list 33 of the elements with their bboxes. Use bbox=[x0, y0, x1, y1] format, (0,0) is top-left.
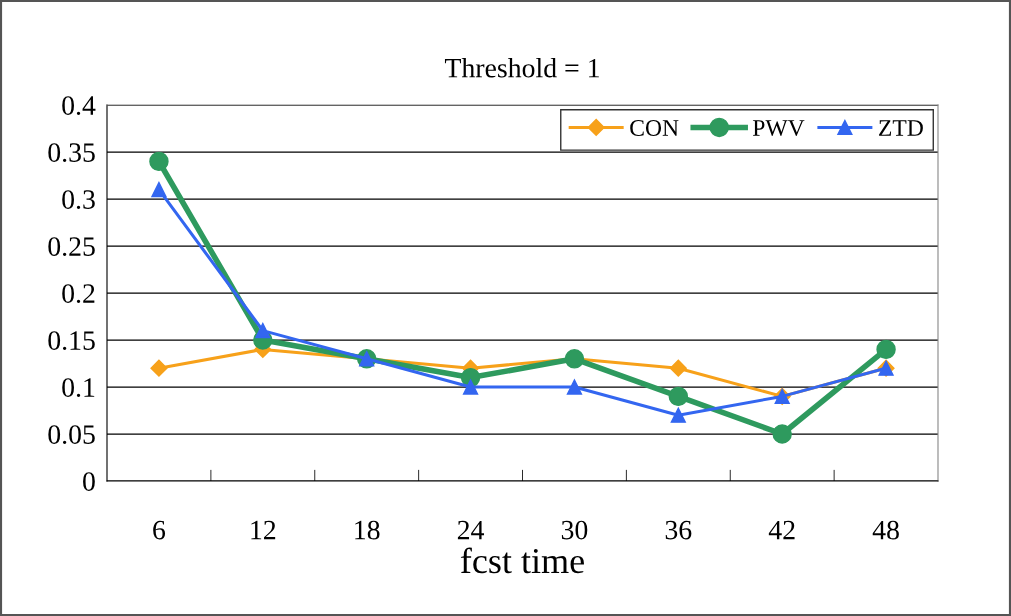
point bbox=[670, 407, 686, 423]
y-tick-label: 0.4 bbox=[62, 96, 96, 116]
y-tick-label: 0.1 bbox=[62, 378, 95, 398]
point bbox=[876, 339, 896, 360]
point bbox=[566, 379, 583, 395]
legend-label: CON bbox=[630, 120, 679, 136]
point bbox=[149, 151, 169, 172]
legend-label: ZTD bbox=[879, 120, 923, 136]
y-tick-label: 0.15 bbox=[48, 331, 95, 351]
x-tick-label: 12 bbox=[251, 520, 276, 540]
y-tick-label: 0 bbox=[83, 472, 95, 491]
y-tick-label: 0.05 bbox=[48, 425, 95, 445]
point bbox=[151, 181, 167, 198]
x-tick-label: 42 bbox=[768, 520, 795, 540]
x-tick-label: 48 bbox=[872, 520, 899, 540]
point bbox=[772, 424, 792, 444]
y-tick-label: 0.3 bbox=[62, 190, 95, 210]
y-tick-label: 0.25 bbox=[48, 237, 95, 257]
legend-label: PWV bbox=[752, 120, 805, 137]
x-axis-title: fcst time bbox=[460, 547, 584, 574]
point bbox=[150, 359, 168, 377]
chart-title: Threshold = 1 bbox=[444, 57, 599, 78]
point bbox=[669, 359, 687, 377]
x-tick-label: 36 bbox=[665, 520, 692, 540]
x-tick-label: 30 bbox=[561, 520, 588, 540]
point bbox=[255, 322, 271, 339]
y-tick-label: 0.2 bbox=[62, 284, 95, 304]
x-tick-label: 24 bbox=[457, 520, 485, 540]
point bbox=[462, 379, 479, 395]
y-tick-label: 0.35 bbox=[48, 143, 95, 163]
point bbox=[668, 386, 689, 407]
x-tick-label: 6 bbox=[153, 520, 166, 540]
x-tick-label: 18 bbox=[355, 520, 380, 540]
